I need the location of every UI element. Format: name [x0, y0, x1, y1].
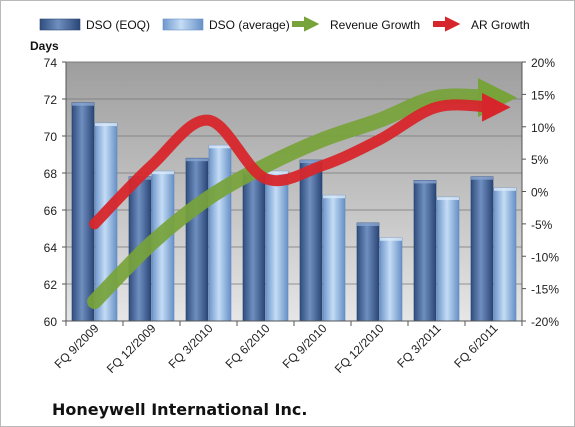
bar-dso-eoq: [470, 176, 494, 322]
bar-cap: [323, 195, 345, 199]
y2-tick-label: 0%: [531, 186, 549, 200]
ar-growth-line: [89, 93, 511, 230]
y-axis-right: -20% -15% -10% -5% 0% 5% 10% 15% 20%: [521, 56, 559, 329]
legend-swatch-dso-eoq: [39, 18, 81, 31]
y2-tick-label: -10%: [531, 250, 559, 264]
x-tick-label: FQ 9/2010: [280, 321, 330, 371]
bar-dso-average: [265, 170, 289, 322]
bar-dso-eoq: [413, 180, 437, 322]
bar-dso-eoq: [242, 170, 266, 322]
legend-label-revenue-growth: Revenue Growth: [330, 18, 420, 32]
company-name: Honeywell International Inc.: [52, 400, 307, 419]
bar-cap: [300, 160, 322, 164]
y-tick-label: 64: [44, 241, 58, 255]
legend-item-dso-eoq[interactable]: DSO (EOQ): [39, 18, 150, 32]
y-axis-left: 60 62 64 66 68 70 72 74: [44, 56, 67, 329]
y-tick-label: 70: [44, 130, 58, 144]
x-axis: FQ 9/2009 FQ 12/2009 FQ 3/2010 FQ 6/2010 FQ …: [52, 320, 523, 376]
bar-cap: [380, 237, 402, 241]
y-tick-label: 68: [44, 167, 58, 181]
bar-cap: [437, 197, 459, 201]
bar-dso-eoq: [356, 222, 380, 322]
y2-tick-label: 10%: [531, 121, 555, 135]
bar-dso-eoq: [71, 102, 95, 322]
legend-label-dso-average: DSO (average): [209, 18, 290, 32]
bar-cap: [95, 123, 117, 127]
legend: DSO (EOQ) DSO (average) Revenue Growth A…: [39, 16, 530, 32]
bar-cap: [494, 187, 516, 191]
y2-tick-label: -5%: [531, 218, 553, 232]
bar-cap: [357, 222, 379, 226]
y-axis-title: Days: [30, 39, 59, 53]
x-tick-label: FQ 6/2011: [451, 321, 501, 371]
x-tick-label: FQ 3/2010: [166, 321, 216, 371]
bar-cap: [152, 171, 174, 175]
bar-dso-average: [379, 237, 403, 322]
bar-cap: [186, 158, 208, 162]
x-tick-label: FQ 6/2010: [223, 321, 273, 371]
legend-item-ar-growth[interactable]: AR Growth: [433, 16, 530, 32]
y2-tick-label: 5%: [531, 153, 549, 167]
bar-cap: [414, 180, 436, 184]
bar-dso-average: [493, 187, 517, 322]
y-tick-label: 72: [44, 93, 58, 107]
legend-item-revenue-growth[interactable]: Revenue Growth: [292, 16, 420, 32]
x-tick-label: FQ 12/2009: [104, 321, 159, 376]
bar-dso-average: [208, 144, 232, 322]
y-tick-label: 60: [44, 315, 58, 329]
y2-tick-label: -15%: [531, 283, 559, 297]
bar-dso-average: [436, 196, 460, 322]
y2-tick-label: 15%: [531, 88, 555, 102]
bar-dso-eoq: [185, 157, 209, 322]
x-tick-label: FQ 9/2009: [52, 321, 102, 371]
bar-dso-average: [322, 194, 346, 322]
y-tick-label: 66: [44, 204, 58, 218]
bar-cap: [471, 176, 493, 180]
revenue-growth-line: [87, 78, 517, 310]
bar-dso-eoq: [299, 159, 323, 322]
y2-tick-label: 20%: [531, 56, 555, 70]
x-tick-label: FQ 12/2010: [332, 321, 387, 376]
legend-item-dso-average[interactable]: DSO (average): [162, 18, 290, 32]
y-tick-label: 74: [44, 56, 58, 70]
bar-cap: [266, 171, 288, 175]
legend-label-ar-growth: AR Growth: [471, 18, 530, 32]
bar-cap: [209, 145, 231, 149]
growth-lines: [87, 78, 517, 310]
x-tick-label: FQ 3/2011: [394, 321, 444, 371]
bar-cap: [72, 102, 94, 106]
legend-swatch-dso-average: [162, 18, 204, 31]
y-tick-label: 62: [44, 278, 58, 292]
legend-label-dso-eoq: DSO (EOQ): [86, 18, 150, 32]
y2-tick-label: -20%: [531, 315, 559, 329]
